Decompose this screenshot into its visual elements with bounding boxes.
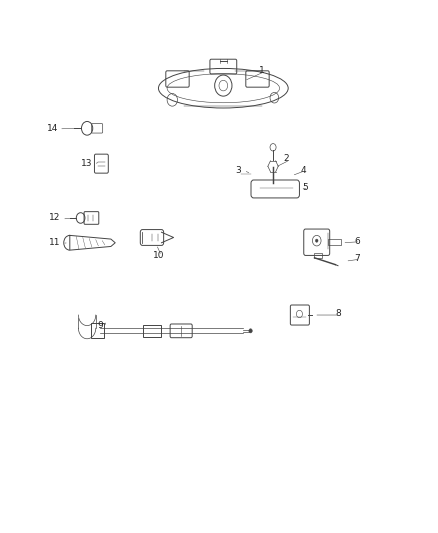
Text: 6: 6	[354, 237, 360, 246]
Text: 3: 3	[236, 166, 241, 175]
Text: 2: 2	[283, 154, 289, 163]
Text: 7: 7	[354, 254, 360, 263]
Text: 4: 4	[300, 166, 306, 175]
Text: 8: 8	[335, 310, 341, 319]
Text: 13: 13	[81, 159, 93, 168]
Text: 5: 5	[303, 183, 308, 192]
Text: 9: 9	[97, 321, 103, 330]
Text: 1: 1	[258, 66, 264, 75]
Bar	[328, 239, 341, 245]
Circle shape	[249, 329, 252, 333]
Text: 14: 14	[47, 124, 58, 133]
Text: 10: 10	[153, 252, 164, 261]
Bar	[143, 325, 161, 337]
Circle shape	[315, 239, 318, 242]
Text: 11: 11	[49, 238, 60, 247]
Bar	[92, 324, 103, 338]
Text: 12: 12	[49, 214, 60, 222]
Bar	[314, 253, 322, 257]
